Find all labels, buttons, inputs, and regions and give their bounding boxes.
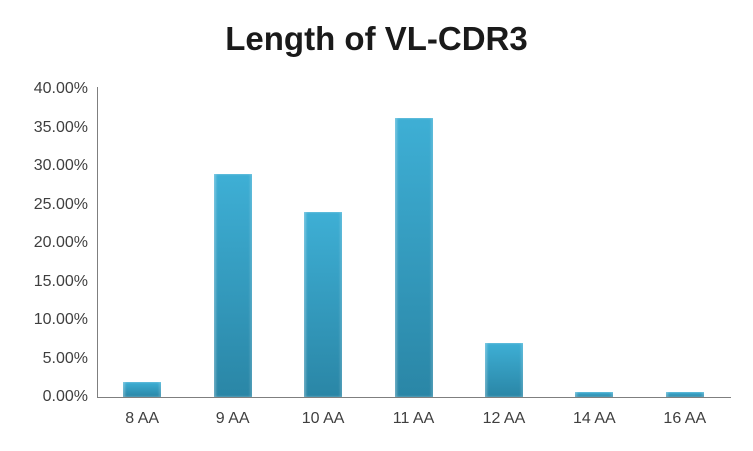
y-tick-label: 30.00% (33, 157, 88, 174)
bar-16-aa (665, 391, 704, 397)
y-tick-label: 15.00% (33, 272, 88, 290)
x-axis-label: 8 AA (125, 410, 160, 427)
bar-12-aa (484, 343, 523, 397)
x-axis-label: 12 AA (482, 410, 526, 427)
x-axis-label: 11 AA (392, 410, 435, 427)
y-tick-label: 10.00% (33, 311, 88, 328)
y-tick-label: 5.00% (42, 349, 88, 367)
x-axis-label: 9 AA (215, 410, 250, 427)
x-axis-label: 14 AA (572, 410, 616, 427)
chart-title: Length of VL-CDR3 (225, 20, 528, 57)
y-tick-label: 35.00% (33, 118, 88, 136)
y-tick-label: 40.00% (33, 80, 88, 97)
bar-10-aa (304, 212, 343, 397)
y-tick-label: 25.00% (33, 195, 88, 213)
bar-9-aa (213, 173, 252, 397)
plot-area (97, 87, 731, 398)
bar-14-aa (575, 391, 614, 397)
x-axis-label: 10 AA (301, 410, 345, 427)
y-tick-label: 20.00% (33, 234, 88, 251)
y-tick-label: 0.00% (42, 388, 88, 405)
bar-8-aa (123, 381, 162, 397)
x-axis-label: 16 AA (663, 410, 707, 427)
bar-11-aa (394, 118, 433, 397)
